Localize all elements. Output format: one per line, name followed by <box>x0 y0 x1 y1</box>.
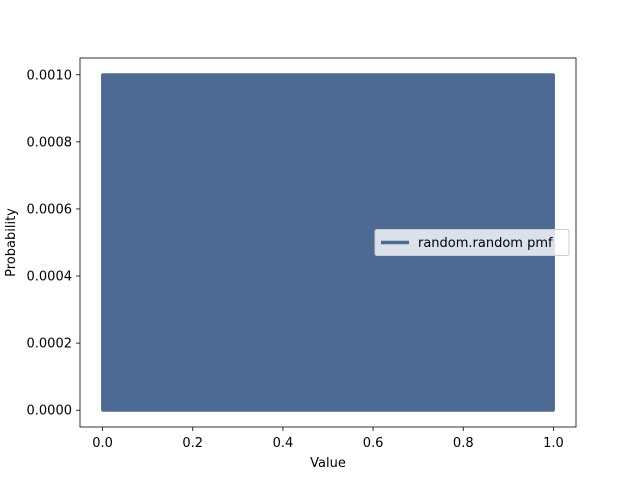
x-tick-label: 1.0 <box>543 436 564 451</box>
x-tick-label: 0.2 <box>182 436 203 451</box>
y-tick-label: 0.0010 <box>27 68 73 83</box>
y-tick-label: 0.0008 <box>27 135 73 150</box>
x-axis-label: Value <box>310 456 346 471</box>
legend-box <box>374 229 570 256</box>
x-tick-label: 0.0 <box>92 436 113 451</box>
plot-marks <box>101 73 555 412</box>
x-tick-label: 0.4 <box>273 436 294 451</box>
y-axis-label: Probability <box>4 208 19 277</box>
x-axis-ticks: 0.0 0.2 0.4 0.6 0.8 1.0 <box>92 427 564 451</box>
series-0-stems <box>101 73 555 412</box>
legend-label: random.random pmf <box>418 236 553 251</box>
axes-frame <box>79 57 577 428</box>
legend: random.random pmf <box>374 229 570 256</box>
x-tick-label: 0.8 <box>453 436 474 451</box>
y-axis-ticks: 0.0000 0.0002 0.0004 0.0006 0.0008 0.0010 <box>27 68 80 419</box>
x-tick-label: 0.6 <box>363 436 384 451</box>
y-tick-label: 0.0000 <box>27 404 73 419</box>
y-tick-label: 0.0004 <box>27 270 73 285</box>
y-tick-label: 0.0006 <box>27 202 73 217</box>
y-tick-label: 0.0002 <box>27 337 73 352</box>
